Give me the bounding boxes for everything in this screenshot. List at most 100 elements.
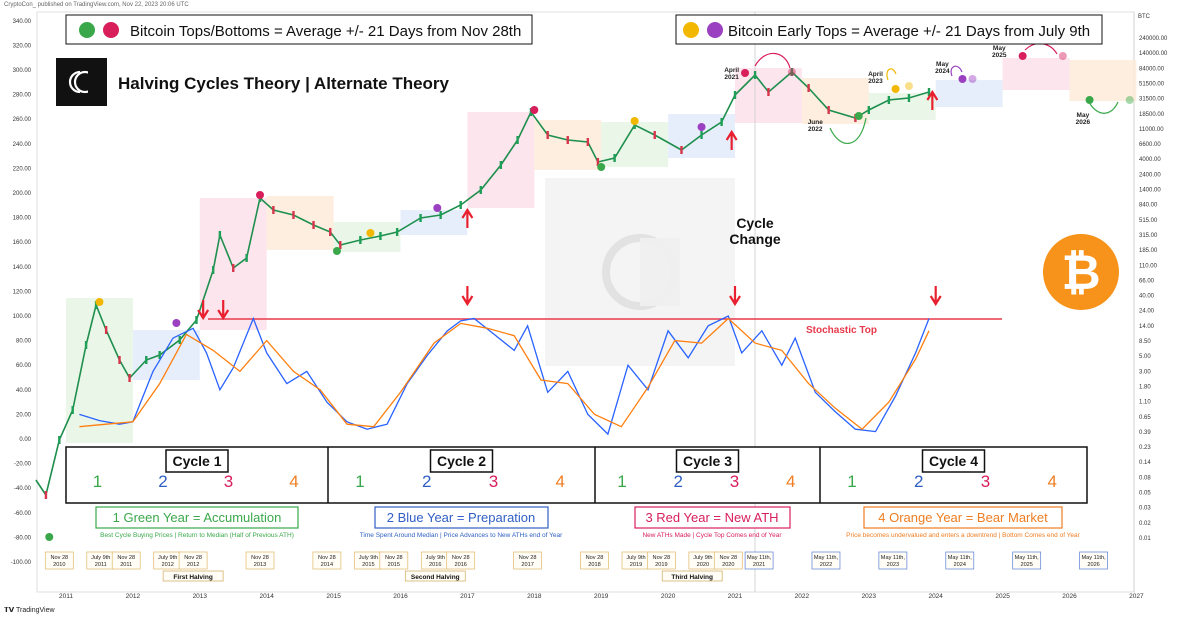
right-axis-tick: 40.00 <box>1139 294 1155 300</box>
stoch-d-line <box>79 317 930 431</box>
cycle-year-number: 3 <box>489 472 498 491</box>
settings-button[interactable] <box>1146 588 1158 598</box>
event-label: April <box>868 71 883 78</box>
price-candle <box>145 356 148 364</box>
red-dot-icon <box>103 22 119 38</box>
x-axis-tick: 2014 <box>259 593 274 600</box>
date-label: Nov 28 <box>586 555 604 561</box>
publish-line: CryptoCon_ published on TradingView.com,… <box>4 2 189 8</box>
halving-box <box>404 570 466 582</box>
price-candle <box>379 232 382 240</box>
date-label: 2018 <box>588 562 600 568</box>
cycle-year-number: 3 <box>730 472 739 491</box>
left-axis-tick: 220.00 <box>13 166 32 172</box>
price-candle <box>499 161 503 169</box>
right-axis-tick: 1400.00 <box>1139 188 1161 194</box>
tops-bottoms-text: Bitcoin Tops/Bottoms = Average +/- 21 Da… <box>130 23 521 40</box>
halving-label: Third Halving <box>671 574 713 581</box>
date-label-box <box>811 551 841 570</box>
red-cycle-dot <box>530 106 539 114</box>
left-axis-tick: 340.00 <box>13 19 32 25</box>
date-label-box <box>178 551 208 570</box>
cycle-year-number: 4 <box>289 472 298 491</box>
curved-arrow-icon <box>754 52 791 69</box>
price-candle <box>94 301 98 309</box>
cycle-block-red <box>1002 58 1070 90</box>
red-arrow-icon <box>461 207 474 228</box>
left-axis-tick: 100.00 <box>13 314 32 320</box>
date-label: July 9th <box>359 555 378 561</box>
date-label: 2020 <box>722 562 734 568</box>
event-label: June <box>808 119 824 126</box>
right-axis-tick: 240000.00 <box>1139 36 1168 42</box>
price-candle <box>118 356 121 364</box>
red-arrow-icon <box>926 89 939 110</box>
left-axis-tick: -40.00 <box>14 486 32 492</box>
event-label: May <box>993 45 1006 52</box>
year-type-desc: Best Cycle Buying Prices | Return to Med… <box>100 532 294 539</box>
price-candle <box>292 211 295 219</box>
date-label: Nov 28 <box>318 555 336 561</box>
date-label: May 11th, <box>1015 555 1040 561</box>
curved-arrow-icon <box>950 65 963 77</box>
date-label: July 9th <box>91 555 110 561</box>
right-axis-tick: 840.00 <box>1139 203 1158 209</box>
year-type-label: 4 Orange Year = Bear Market <box>878 510 1048 525</box>
cycle-label-box <box>921 449 986 473</box>
year-type-box <box>95 506 299 529</box>
year-type-desc: Time Spent Around Median | Price Advance… <box>360 532 563 539</box>
x-axis: 2011 2012 2013 2014 2015 2016 2017 2018 2019 2020… <box>59 593 1144 600</box>
date-label: May 11th, <box>1082 555 1107 561</box>
right-axis-tick: 66.00 <box>1139 278 1155 284</box>
right-axis-tick: 0.02 <box>1139 521 1151 527</box>
price-candle <box>546 131 549 139</box>
date-label-box <box>580 551 609 570</box>
cycle-year-number: 2 <box>158 472 167 491</box>
chart-title: Halving Cycles Theory | Alternate Theory <box>118 74 450 93</box>
date-label: 2017 <box>521 562 533 568</box>
date-label: 2021 <box>753 562 765 568</box>
right-axis-tick: 14.00 <box>1139 324 1155 330</box>
date-label-box <box>744 551 774 570</box>
date-label-box <box>111 551 141 570</box>
date-label-box <box>1079 551 1108 570</box>
red-arrow-icon <box>729 286 741 307</box>
cycle-year-number: 4 <box>786 472 795 491</box>
right-axis-tick: 0.05 <box>1139 491 1151 497</box>
x-axis-tick: 2026 <box>1062 593 1077 600</box>
right-axis-tick: 1.10 <box>1139 400 1151 406</box>
x-axis-tick: 2027 <box>1129 593 1144 600</box>
cycle-year-number: 4 <box>556 472 565 491</box>
date-label: Nov 28 <box>653 555 671 561</box>
date-label-box <box>945 551 975 570</box>
date-label: July 9th <box>158 555 177 561</box>
left-axis-tick: -100.00 <box>11 560 32 566</box>
early-tops-text: Bitcoin Early Tops = Average +/- 21 Days… <box>728 23 1090 40</box>
price-candle <box>887 96 891 104</box>
price-candle <box>653 131 656 139</box>
cycle-label: Cycle 1 <box>172 453 221 469</box>
left-axis-tick: 0.00 <box>19 437 31 443</box>
yellow-projected-dot <box>904 82 913 90</box>
year-type-label: 2 Blue Year = Preparation <box>387 510 536 525</box>
cycle-year-number: 3 <box>224 472 233 491</box>
price-candle <box>700 131 703 139</box>
right-axis-tick: 31500.00 <box>1139 97 1165 103</box>
x-axis-tick: 2024 <box>928 593 943 600</box>
year-type-box <box>374 506 549 529</box>
purple-cycle-dot <box>958 75 967 83</box>
left-axis-tick: 40.00 <box>16 388 32 394</box>
right-axis-tick: 51500.00 <box>1139 81 1165 87</box>
cycle-table-frame <box>65 446 1088 504</box>
stochastic-series <box>79 315 930 436</box>
price-candles <box>35 68 931 499</box>
halving-box <box>661 570 723 582</box>
date-label: 2020 <box>697 562 709 568</box>
cycle-label-box <box>675 449 740 473</box>
event-label: 2023 <box>868 78 883 85</box>
left-axis-tick: 140.00 <box>13 265 32 271</box>
date-label: Nov 28 <box>519 555 537 561</box>
date-label-box <box>44 551 74 570</box>
purple-cycle-dot <box>433 204 442 212</box>
right-axis-tick: 8.50 <box>1139 339 1151 345</box>
